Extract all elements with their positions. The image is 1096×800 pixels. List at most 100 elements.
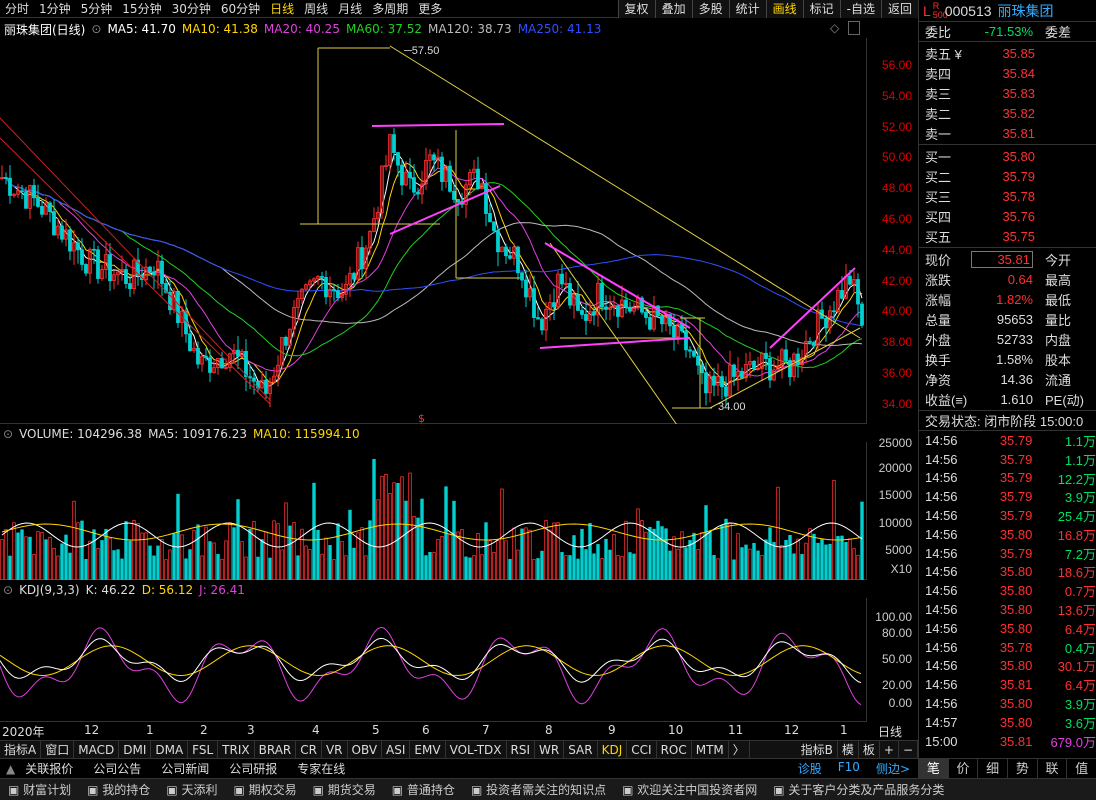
toolbar-button[interactable]: 画线 bbox=[765, 0, 803, 18]
indicator-control[interactable]: + bbox=[880, 740, 899, 759]
toolbar-button[interactable]: 标记 bbox=[802, 0, 840, 18]
toolbar-button[interactable]: 叠加 bbox=[654, 0, 692, 18]
indicator-control[interactable]: 指标B bbox=[797, 740, 838, 759]
collapse-icon[interactable]: ⊙ bbox=[91, 22, 102, 36]
indicator-tab[interactable]: 〉 bbox=[729, 740, 750, 759]
tick-volume: 3.6万 bbox=[1064, 715, 1096, 731]
news-bar: ▲ 关联报价 公司公告 公司新闻 公司研报 专家在线 诊股 F10 侧边> bbox=[0, 758, 918, 778]
period-tab[interactable]: 30分钟 bbox=[171, 2, 211, 16]
bid-row[interactable]: 买五 35.75 bbox=[919, 226, 1096, 246]
indicator-tab[interactable]: OBV bbox=[348, 740, 383, 759]
indicator-control[interactable]: 模 bbox=[838, 740, 859, 759]
quote-tab[interactable]: 联 bbox=[1038, 759, 1068, 778]
triangle-icon[interactable]: ▲ bbox=[6, 761, 16, 776]
period-tab[interactable]: 周线 bbox=[304, 2, 329, 16]
news-link[interactable]: 侧边> bbox=[875, 762, 910, 776]
news-link[interactable]: F10 bbox=[837, 760, 860, 774]
period-tab[interactable]: 分时 bbox=[5, 2, 30, 16]
indicator-tab[interactable]: WR bbox=[535, 740, 565, 759]
indicator-tab[interactable]: EMV bbox=[410, 740, 446, 759]
status-item[interactable]: ▣ 我的持仓 bbox=[87, 783, 151, 797]
kdj-chart[interactable] bbox=[0, 598, 866, 722]
status-item[interactable]: ▣ 天添利 bbox=[166, 783, 218, 797]
tick-price: 35.80 bbox=[999, 583, 1033, 599]
indicator-tab[interactable]: FSL bbox=[188, 740, 219, 759]
news-tab[interactable]: 公司公告 bbox=[93, 762, 142, 776]
indicator-tab[interactable]: DMA bbox=[151, 740, 189, 759]
indicator-tab[interactable]: RSI bbox=[507, 740, 536, 759]
indicator-tab[interactable]: MTM bbox=[692, 740, 729, 759]
toolbar-button[interactable]: -自选 bbox=[839, 0, 881, 18]
tick-volume: 1.1万 bbox=[1064, 433, 1096, 449]
indicator-control[interactable]: − bbox=[899, 740, 918, 759]
volume-chart[interactable] bbox=[0, 442, 866, 581]
indicator-tab[interactable]: 指标A bbox=[0, 740, 42, 759]
bid-row[interactable]: 买二 35.79 bbox=[919, 166, 1096, 186]
ask-row[interactable]: 卖二 35.82 bbox=[919, 103, 1096, 123]
quote-tab[interactable]: 笔 bbox=[919, 759, 949, 778]
indicator-control[interactable]: 板 bbox=[859, 740, 880, 759]
indicator-tab[interactable]: SAR bbox=[564, 740, 598, 759]
toolbar-button[interactable]: 统计 bbox=[728, 0, 766, 18]
period-tab[interactable]: 月线 bbox=[338, 2, 363, 16]
status-item[interactable]: ▣ 关于客户分类及产品服务分类 bbox=[773, 783, 945, 797]
quote-tab[interactable]: 价 bbox=[949, 759, 979, 778]
news-tab[interactable]: 公司研报 bbox=[229, 762, 278, 776]
tick-row: 14:56 35.80 6.4万 bbox=[919, 619, 1096, 638]
indicator-tab[interactable]: MACD bbox=[74, 740, 120, 759]
period-tab[interactable]: 15分钟 bbox=[122, 2, 162, 16]
ask-row[interactable]: 卖三 35.83 bbox=[919, 83, 1096, 103]
quote-tab[interactable]: 势 bbox=[1008, 759, 1038, 778]
bid-row[interactable]: 买一 35.80 bbox=[919, 146, 1096, 166]
indicator-tab[interactable]: CCI bbox=[627, 740, 657, 759]
indicator-tab[interactable]: VR bbox=[322, 740, 348, 759]
status-item[interactable]: ▣ 期权交易 bbox=[233, 783, 297, 797]
toolbar-button[interactable]: 返回 bbox=[880, 0, 918, 18]
axis-tick-label: 48.00 bbox=[881, 181, 912, 196]
news-tab[interactable]: 公司新闻 bbox=[161, 762, 210, 776]
period-tab[interactable]: 60分钟 bbox=[220, 2, 261, 16]
indicator-tab[interactable]: DMI bbox=[119, 740, 152, 759]
period-tab[interactable]: 5分钟 bbox=[80, 2, 113, 16]
collapse-icon[interactable]: ⊙ bbox=[3, 427, 14, 441]
indicator-tab[interactable]: CR bbox=[296, 740, 322, 759]
candlestick-chart[interactable]: ─57.50 34.00 $ bbox=[0, 38, 866, 459]
ma60-label: MA60: 37.52 bbox=[345, 22, 422, 36]
tick-list[interactable]: 14:56 35.79 1.1万 14:56 35.79 1.1万 14:56 35.79 12… bbox=[919, 431, 1096, 751]
indicator-tab[interactable]: 窗口 bbox=[41, 740, 75, 759]
indicator-tab[interactable]: ASI bbox=[382, 740, 411, 759]
news-tab[interactable]: 专家在线 bbox=[297, 762, 346, 776]
quote-tab[interactable]: 细 bbox=[978, 759, 1009, 778]
indicator-tab[interactable]: TRIX bbox=[218, 740, 255, 759]
status-item[interactable]: ▣ 投资者需关注的知识点 bbox=[470, 783, 607, 797]
stat-label: 净资 bbox=[925, 372, 952, 388]
toolbar-button[interactable]: 多股 bbox=[691, 0, 729, 18]
news-link[interactable]: 诊股 bbox=[797, 762, 822, 776]
collapse-icon[interactable]: ⊙ bbox=[3, 583, 14, 597]
status-item[interactable]: ▣ 期货交易 bbox=[312, 783, 376, 797]
ask-row[interactable]: 卖一 35.81 bbox=[919, 123, 1096, 143]
news-tab[interactable]: 关联报价 bbox=[25, 762, 74, 776]
indicator-tab[interactable]: BRAR bbox=[255, 740, 297, 759]
book-price: 35.81 bbox=[1002, 125, 1035, 141]
diamond-icon[interactable]: ◇ bbox=[830, 21, 840, 35]
ask-row[interactable]: 卖四 35.84 bbox=[919, 63, 1096, 83]
bid-row[interactable]: 买四 35.76 bbox=[919, 206, 1096, 226]
indicator-tab[interactable]: ROC bbox=[657, 740, 692, 759]
window-toggle-icon[interactable] bbox=[848, 21, 860, 35]
ask-row[interactable]: 卖五 ¥ 35.85 bbox=[919, 43, 1096, 63]
status-item[interactable]: ▣ 普通持仓 bbox=[391, 783, 455, 797]
status-item[interactable]: ▣ 财富计划 bbox=[8, 783, 72, 797]
period-tab[interactable]: 多周期 bbox=[372, 2, 409, 16]
status-item[interactable]: ▣ 欢迎关注中国投资者网 bbox=[622, 783, 758, 797]
indicator-tab[interactable]: VOL-TDX bbox=[446, 740, 507, 759]
quote-tab[interactable]: 值 bbox=[1067, 759, 1096, 778]
period-tab[interactable]: 更多 bbox=[418, 2, 443, 16]
bid-row[interactable]: 买三 35.78 bbox=[919, 186, 1096, 206]
period-tab[interactable]: 日线 bbox=[270, 2, 295, 16]
period-tab[interactable]: 1分钟 bbox=[39, 2, 71, 16]
book-level-label: 买四 bbox=[925, 209, 952, 225]
ma10-label: MA10: 41.38 bbox=[181, 22, 258, 36]
toolbar-button[interactable]: 复权 bbox=[617, 0, 655, 18]
indicator-tab[interactable]: KDJ bbox=[598, 740, 628, 759]
